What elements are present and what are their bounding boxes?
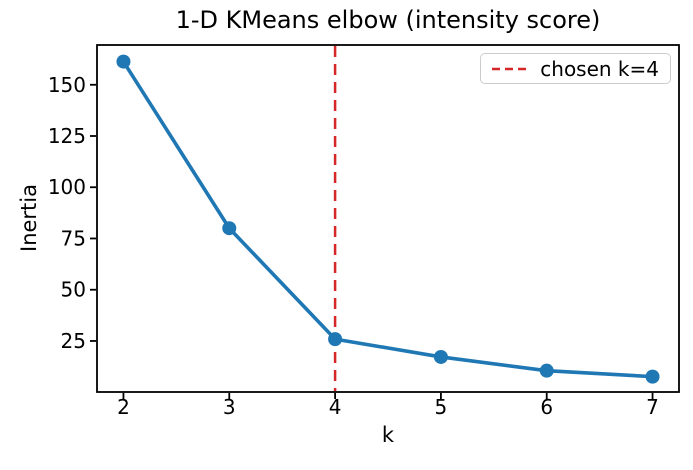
x-tick-label: 4: [329, 395, 342, 419]
x-tick-label: 2: [117, 395, 130, 419]
y-tick-label: 100: [48, 175, 86, 199]
chart-title: 1-D KMeans elbow (intensity score): [175, 6, 601, 34]
data-point-marker: [222, 221, 237, 236]
x-tick-label: 7: [646, 395, 659, 419]
x-tick-label: 5: [435, 395, 448, 419]
y-tick-label: 75: [61, 226, 86, 250]
x-axis-label: k: [381, 423, 395, 447]
x-tick-label: 3: [223, 395, 236, 419]
series-line: [121, 60, 653, 379]
legend-entry-label: chosen k=4: [540, 56, 659, 81]
y-tick-label: 125: [48, 124, 86, 148]
y-axis-label: Inertia: [17, 184, 41, 252]
y-tick-label: 150: [48, 73, 86, 97]
y-tick-label: 50: [61, 278, 86, 302]
axes-frame: [96, 44, 680, 393]
data-point-marker: [433, 349, 448, 364]
data-point-marker: [645, 369, 660, 384]
data-point-marker: [539, 363, 554, 378]
legend-dash-icon: [492, 67, 531, 70]
legend: chosen k=4: [480, 53, 671, 84]
data-point-marker: [328, 332, 343, 347]
data-point-marker: [116, 54, 131, 69]
y-tick-label: 25: [61, 329, 86, 353]
x-tick-label: 6: [540, 395, 553, 419]
